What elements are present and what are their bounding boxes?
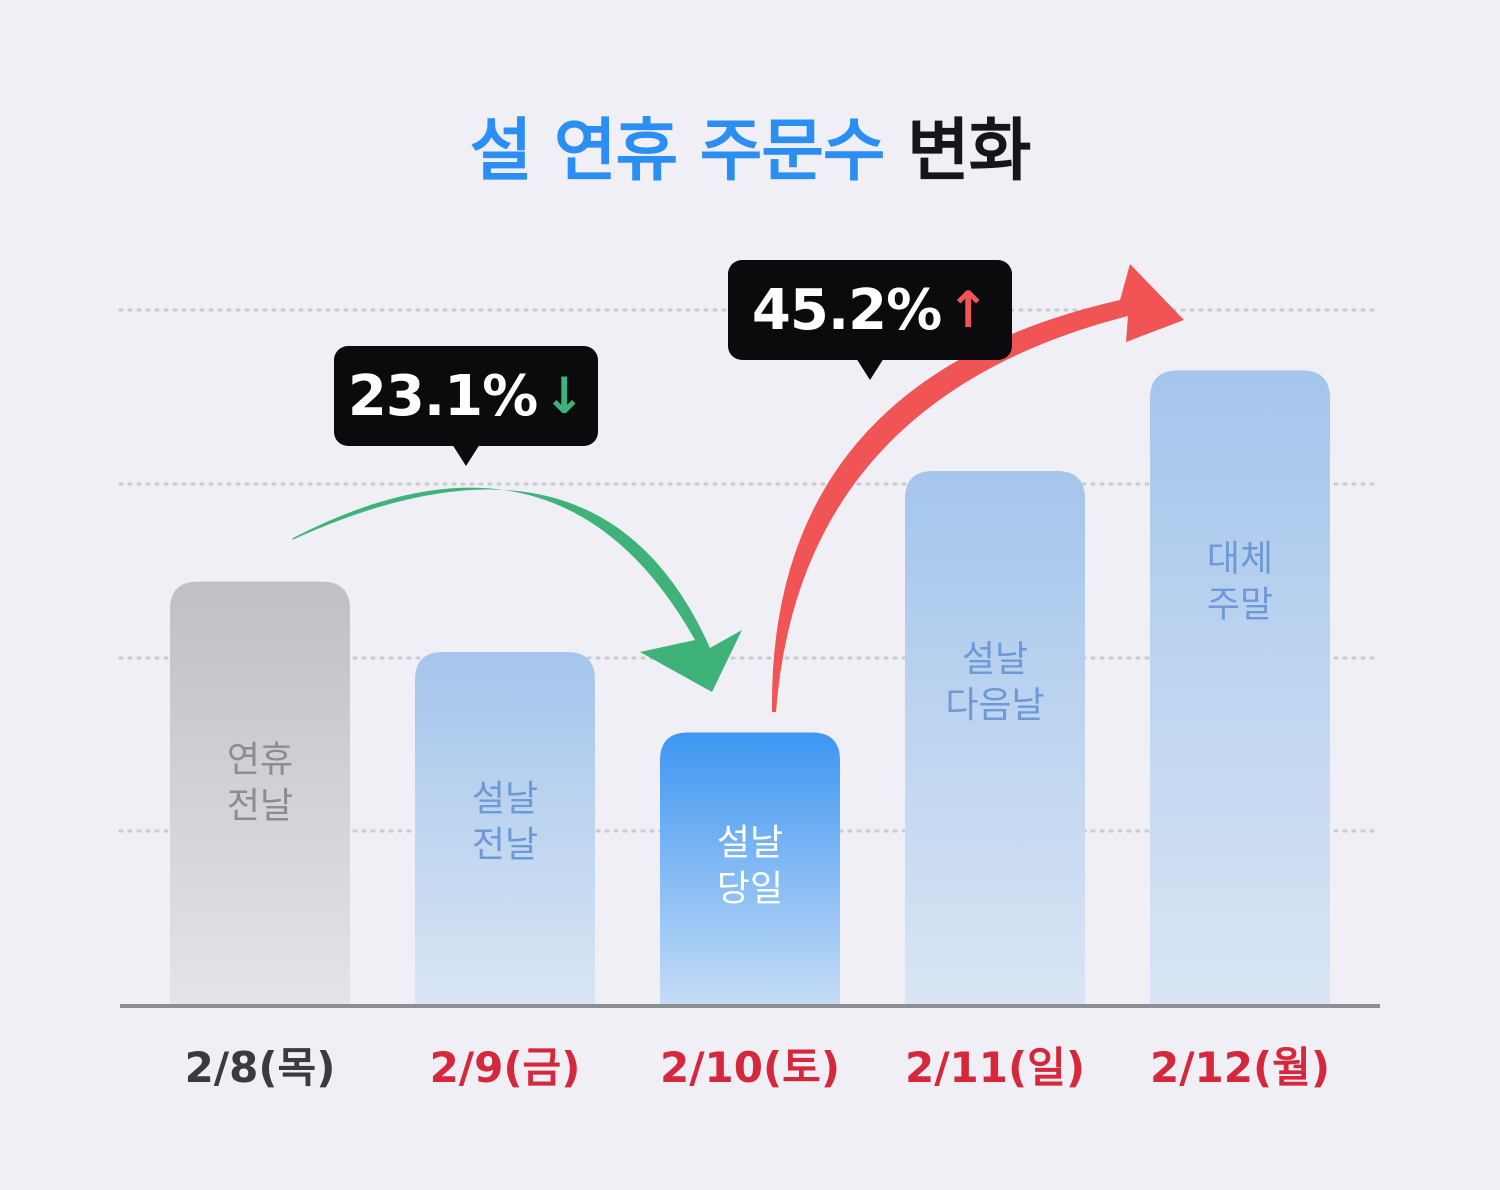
- x-tick-label: 2/9(금): [430, 1043, 581, 1092]
- bar-label: 전날: [227, 786, 293, 827]
- bar-label: 설날: [472, 778, 538, 819]
- bar-label: 다음날: [945, 685, 1044, 726]
- x-tick-label: 2/10(토): [660, 1043, 840, 1092]
- arrow-down-icon: ↓: [543, 367, 585, 425]
- bar-label: 설날: [962, 639, 1028, 680]
- title-rest: 변화: [907, 112, 1031, 191]
- callout-increase: 45.2% ↑: [728, 260, 1012, 380]
- bar-label: 당일: [717, 869, 783, 910]
- x-axis-labels: 2/8(목) 2/9(금) 2/10(토) 2/11(일) 2/12(월): [185, 1043, 1330, 1092]
- bar-label: 주말: [1207, 584, 1273, 625]
- title-highlight: 설 연휴 주문수: [469, 112, 886, 191]
- x-tick-label: 2/12(월): [1150, 1043, 1330, 1092]
- bar-label: 설날: [717, 823, 783, 864]
- chart-title: 설 연휴 주문수 변화: [0, 95, 1500, 194]
- increase-value: 45.2%: [751, 277, 942, 343]
- bar: [1150, 370, 1330, 1004]
- bar: [905, 470, 1085, 1004]
- decrease-value: 23.1%: [347, 363, 538, 429]
- callout-decrease: 23.1% ↓: [334, 346, 598, 466]
- bar-label: 대체: [1207, 538, 1273, 579]
- bar: [170, 581, 350, 1004]
- down-trend-arrow: [292, 487, 742, 692]
- bar: [660, 732, 840, 1004]
- bar-label: 전날: [472, 824, 538, 865]
- x-tick-label: 2/11(일): [905, 1043, 1085, 1092]
- bar: [415, 652, 595, 1004]
- bar-label: 연휴: [227, 740, 293, 781]
- arrow-up-icon: ↑: [947, 281, 989, 339]
- x-tick-label: 2/8(목): [185, 1043, 336, 1092]
